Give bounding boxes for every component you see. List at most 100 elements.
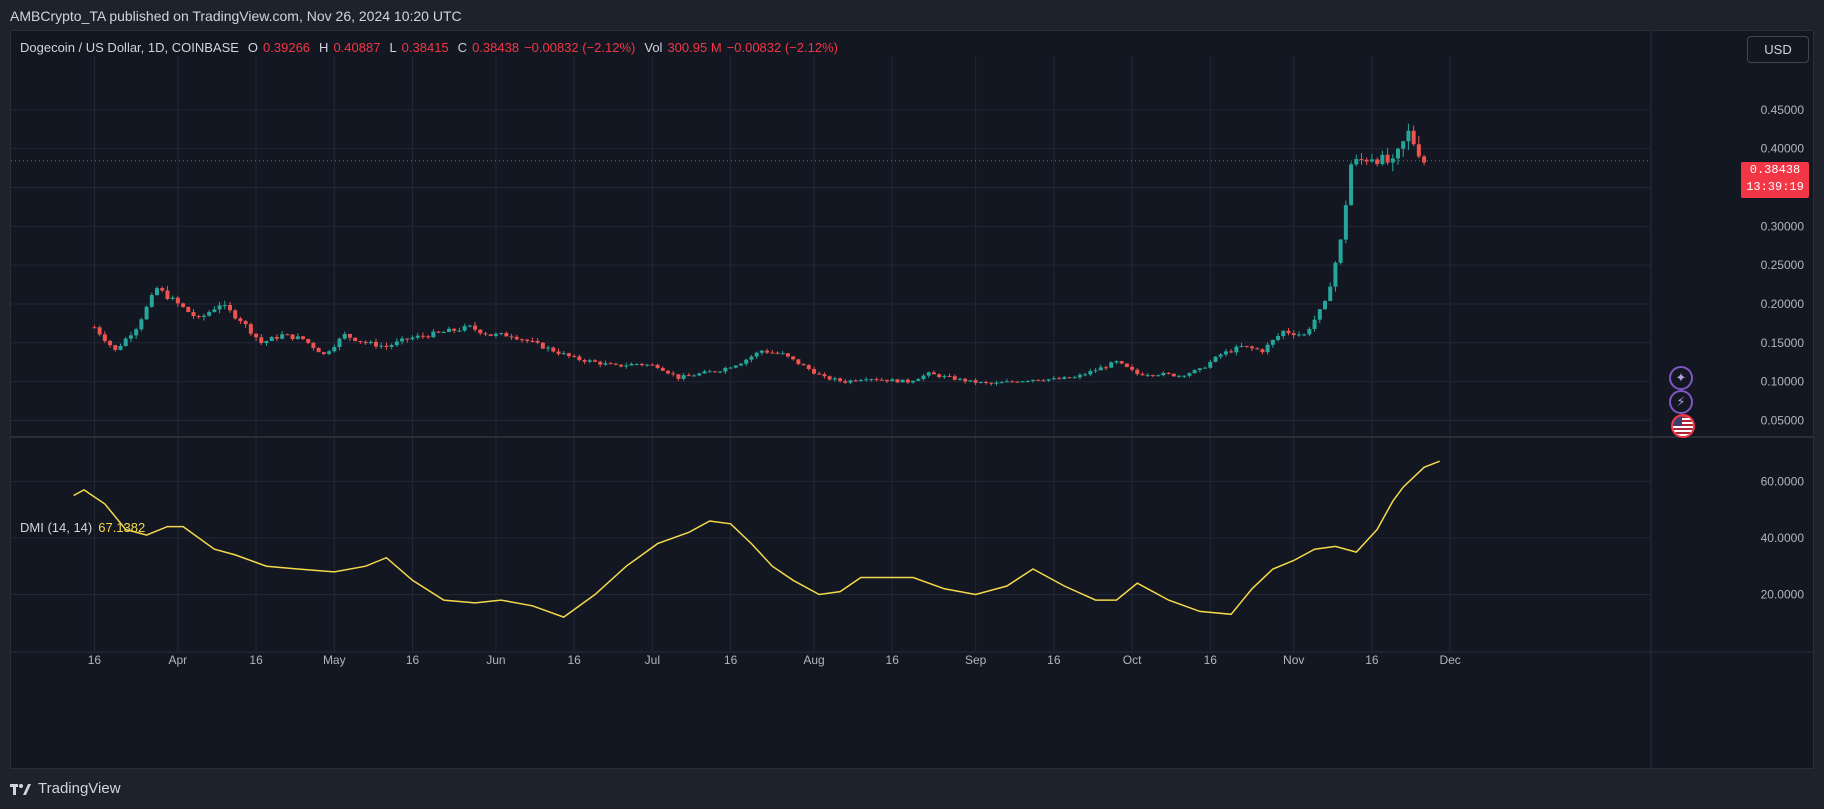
tradingview-brand[interactable]: TradingView xyxy=(10,780,121,797)
candle-body xyxy=(1062,377,1067,379)
candle-body xyxy=(1375,159,1380,165)
candle-body xyxy=(645,364,650,366)
candle-body xyxy=(765,350,770,353)
sparkle-icon[interactable]: ✦ xyxy=(1669,366,1693,390)
candle-body xyxy=(885,379,889,382)
candle-body xyxy=(827,376,832,380)
candle-body xyxy=(457,330,462,332)
symbol-title: Dogecoin / US Dollar, 1D, COINBASE xyxy=(20,40,239,55)
candle-body xyxy=(353,337,358,341)
candle-body xyxy=(733,365,738,368)
candle-body xyxy=(692,375,697,377)
time-tick-label: Oct xyxy=(1123,653,1142,667)
candle-body xyxy=(1244,345,1249,347)
candle-body xyxy=(1354,159,1359,165)
candle-body xyxy=(295,336,300,340)
candle-body xyxy=(1093,370,1098,372)
chart-svg[interactable]: 0.450000.400000.350000.300000.250000.200… xyxy=(11,31,1814,769)
candle-body xyxy=(1291,333,1296,336)
candle-body xyxy=(1067,377,1072,379)
candle-body xyxy=(566,353,571,357)
dmi-legend: DMI (14, 14) 67.1382 xyxy=(20,520,145,535)
lightning-icon[interactable]: ⚡ xyxy=(1669,390,1693,414)
candle-body xyxy=(447,328,451,332)
candle-body xyxy=(1150,375,1155,377)
candle-body xyxy=(1208,361,1213,368)
candle-body xyxy=(1380,154,1385,165)
candle-body xyxy=(426,336,431,338)
candle-body xyxy=(911,380,916,383)
candle-body xyxy=(686,375,691,377)
candle-body xyxy=(963,378,968,382)
candle-body xyxy=(1250,346,1254,349)
candle-body xyxy=(233,310,238,319)
candle-body xyxy=(410,337,415,340)
candle-body xyxy=(301,336,305,339)
candle-body xyxy=(1328,286,1333,302)
candle-body xyxy=(228,305,232,311)
time-tick-label: Nov xyxy=(1283,653,1304,667)
candle-body xyxy=(1051,378,1056,380)
candle-body xyxy=(572,356,577,358)
candle-body xyxy=(363,341,368,344)
candle-body xyxy=(655,364,660,368)
candle-body xyxy=(624,365,629,367)
candle-body xyxy=(1317,309,1322,320)
us-flag-icon[interactable] xyxy=(1671,414,1695,438)
candle-body xyxy=(181,303,186,307)
candle-body xyxy=(1145,375,1150,377)
candle-body xyxy=(347,333,352,338)
candle-body xyxy=(989,382,994,384)
candle-body xyxy=(801,364,806,366)
time-tick-label: 16 xyxy=(886,653,900,667)
candle-body xyxy=(1104,367,1108,369)
candle-body xyxy=(1036,379,1041,381)
candle-body xyxy=(754,352,759,357)
candle-body xyxy=(540,342,545,349)
candle-body xyxy=(702,371,707,374)
candle-body xyxy=(952,376,957,380)
candle-body xyxy=(660,367,665,371)
price-tick-label: 0.30000 xyxy=(1761,219,1805,233)
candle-body xyxy=(1255,348,1260,350)
candle-body xyxy=(478,329,483,334)
candle-body xyxy=(332,347,337,352)
candle-body xyxy=(561,353,566,355)
candle-body xyxy=(405,338,410,340)
candle-body xyxy=(394,341,399,346)
candle-body xyxy=(1411,130,1416,145)
candle-body xyxy=(400,338,405,342)
candle-body xyxy=(321,352,326,354)
price-tick-label: 0.20000 xyxy=(1761,297,1805,311)
candle-body xyxy=(384,345,389,347)
open-value: 0.39266 xyxy=(263,40,311,55)
candle-body xyxy=(160,288,165,291)
candle-body xyxy=(368,341,373,344)
candle-body xyxy=(379,345,384,347)
candle-body xyxy=(1004,381,1009,383)
candle-body xyxy=(374,341,378,347)
candle-body xyxy=(1192,370,1197,374)
candle-body xyxy=(488,334,493,336)
candle-body xyxy=(1239,345,1244,347)
low-value: 0.38415 xyxy=(401,40,449,55)
candle-body xyxy=(603,363,608,365)
candle-body xyxy=(102,334,107,341)
candle-body xyxy=(222,305,227,307)
candle-body xyxy=(707,371,712,373)
candle-body xyxy=(139,319,144,330)
candle-body xyxy=(306,338,311,343)
chart-area[interactable]: 0.450000.400000.350000.300000.250000.200… xyxy=(10,30,1814,769)
candle-body xyxy=(1109,362,1114,368)
currency-button[interactable]: USD xyxy=(1747,36,1809,63)
candle-body xyxy=(1020,381,1025,383)
candle-body xyxy=(843,380,848,383)
time-tick-label: 16 xyxy=(1047,653,1061,667)
candle-body xyxy=(520,339,524,341)
candle-body xyxy=(879,379,884,381)
volume-change: −0.00832 (−2.12%) xyxy=(726,40,838,55)
time-tick-label: Apr xyxy=(169,653,188,667)
candle-body xyxy=(337,338,342,348)
candle-body xyxy=(134,329,139,336)
candle-body xyxy=(165,290,170,299)
